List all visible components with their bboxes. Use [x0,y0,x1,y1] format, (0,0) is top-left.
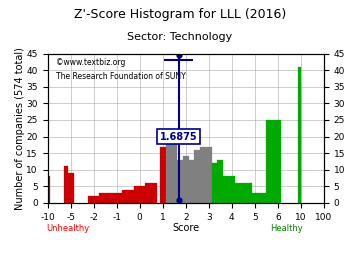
Bar [68,173,75,203]
Bar [200,147,206,203]
Bar [64,166,68,203]
Bar [145,183,157,203]
Bar [171,133,177,203]
Bar [206,147,212,203]
Bar [194,150,200,203]
Text: 1.6875: 1.6875 [160,131,197,141]
Bar [298,67,301,203]
Bar [240,183,246,203]
Text: Unhealthy: Unhealthy [47,224,90,233]
Bar [264,193,269,203]
Bar [252,193,258,203]
Text: ©www.textbiz.org: ©www.textbiz.org [56,58,125,67]
Bar [160,147,166,203]
Text: Sector: Technology: Sector: Technology [127,32,233,42]
X-axis label: Score: Score [172,223,199,233]
Bar [99,193,111,203]
Text: The Research Foundation of SUNY: The Research Foundation of SUNY [56,72,186,80]
Bar [166,140,171,203]
Bar [122,190,134,203]
Bar [111,193,122,203]
Bar [223,176,229,203]
Y-axis label: Number of companies (574 total): Number of companies (574 total) [15,47,25,210]
Text: Healthy: Healthy [270,224,303,233]
Bar [88,196,92,203]
Bar [92,196,99,203]
Bar [134,186,145,203]
Bar [246,183,252,203]
Bar [229,176,235,203]
Bar [183,157,189,203]
Bar [189,160,194,203]
Bar [212,163,217,203]
Bar [48,176,50,203]
Text: Z'-Score Histogram for LLL (2016): Z'-Score Histogram for LLL (2016) [74,8,286,21]
Bar [266,120,281,203]
Bar [217,160,223,203]
Bar [258,193,264,203]
Bar [177,160,183,203]
Bar [235,183,240,203]
